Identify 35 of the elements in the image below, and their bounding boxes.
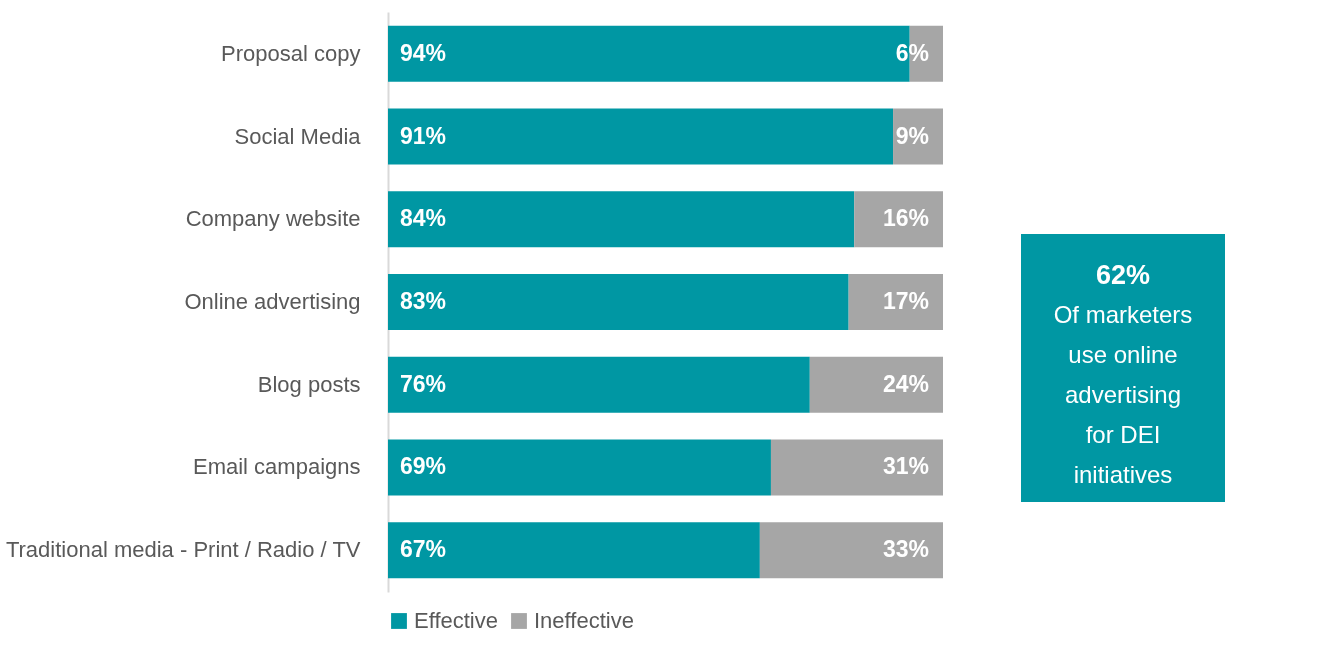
data-label: 83% (400, 288, 447, 314)
bar (388, 191, 855, 248)
data-label: 69% (400, 453, 447, 480)
text: Of marketers use online advertising for DEI initiatives (1053, 301, 1193, 488)
data-label: 67% (400, 536, 447, 563)
data-label: 24% (882, 370, 929, 397)
y-tick-label: Traditional media - Print / Radio / TV (5, 537, 361, 563)
data-label: 9% (895, 122, 929, 149)
data-label: 84% (400, 205, 447, 232)
data-label: 31% (882, 453, 929, 480)
bar (388, 356, 810, 413)
bar (854, 191, 943, 248)
data-label: 16% (882, 205, 929, 232)
y-tick-label: Company website (185, 206, 361, 232)
y-tick-label: Social Media (234, 123, 362, 149)
data-label: 33% (882, 536, 929, 563)
y-tick-label: Blog posts (257, 371, 361, 397)
bar (759, 522, 943, 579)
bar (388, 108, 894, 165)
y-tick-label: Email campaigns (192, 454, 361, 480)
bar (848, 274, 943, 330)
bar (388, 274, 849, 330)
y-tick-label: Online advertising (184, 289, 361, 314)
legend-label: Effective (414, 608, 498, 633)
data-label: 91% (400, 122, 447, 149)
data-label: 76% (400, 370, 447, 397)
text: 62% (1095, 260, 1151, 290)
bar (388, 522, 760, 579)
data-label: 94% (400, 39, 447, 66)
bar (770, 439, 943, 496)
bar (388, 439, 771, 496)
legend-label: Ineffective (534, 608, 634, 633)
y-tick-label: Proposal copy (221, 40, 361, 66)
data-label: 17% (882, 288, 929, 314)
bar (809, 356, 943, 413)
